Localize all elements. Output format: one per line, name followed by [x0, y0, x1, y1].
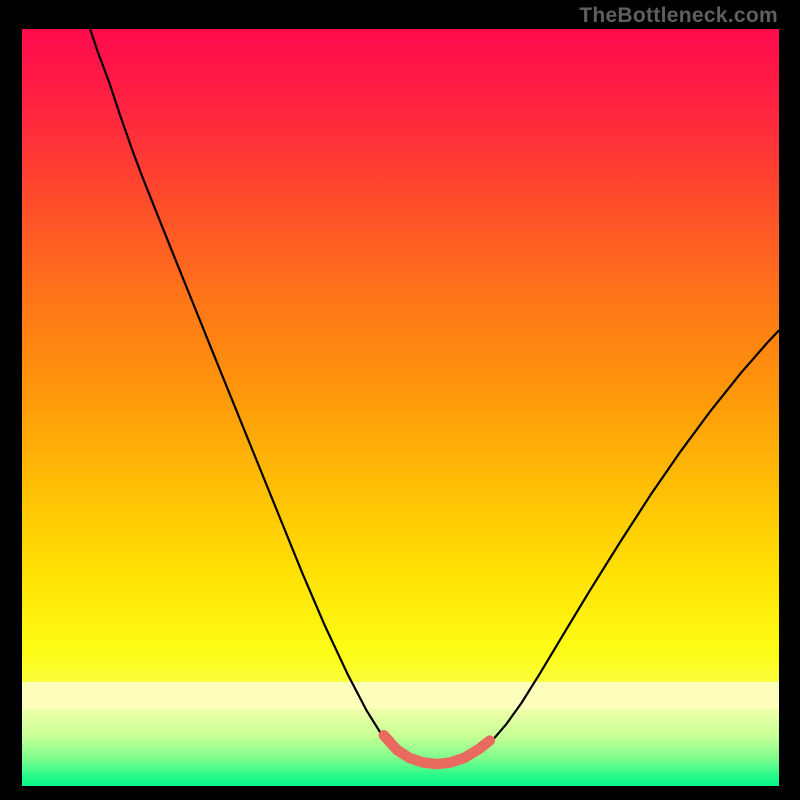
plot-area — [22, 29, 779, 786]
gradient-fill-rect — [22, 29, 779, 786]
plot-svg — [22, 29, 779, 786]
watermark-text: TheBottleneck.com — [579, 4, 778, 28]
chart-stage: TheBottleneck.com — [0, 0, 800, 800]
